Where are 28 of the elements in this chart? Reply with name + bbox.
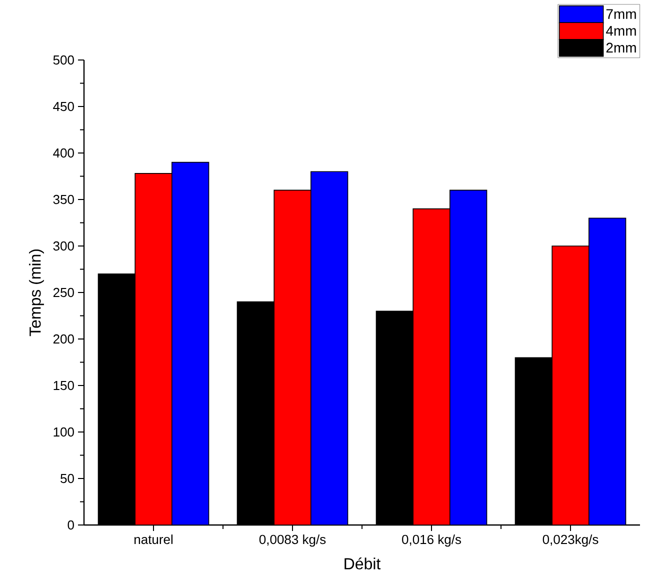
y-tick-label: 150: [54, 380, 74, 390]
y-axis-title: Temps (min): [29, 250, 44, 336]
bar: [134, 173, 172, 525]
bar: [310, 171, 348, 525]
legend-label: 7mm: [606, 9, 636, 19]
y-tick-label: 350: [53, 194, 74, 204]
y-tick-label: 250: [53, 288, 74, 298]
x-tick-label: naturel: [134, 534, 172, 544]
y-tick-label: 0: [68, 520, 74, 530]
y-tick-label: 50: [60, 474, 74, 484]
y-tick-label: 450: [53, 102, 74, 112]
y-tick-label: 100: [54, 427, 74, 437]
legend-label: 2mm: [606, 42, 636, 53]
bar: [412, 208, 450, 525]
x-tick-label: 0,023kg/s: [542, 534, 598, 547]
bar: [172, 162, 210, 525]
y-tick-label: 200: [53, 334, 74, 344]
bar: [588, 218, 626, 525]
y-tick-label: 500: [53, 55, 74, 65]
legend-label: 4mm: [606, 26, 636, 36]
bar: [274, 190, 312, 525]
x-tick-label: 0,016 kg/s: [402, 534, 462, 547]
bar: [552, 246, 590, 525]
y-tick-label: 300: [53, 241, 74, 251]
y-tick-label: 400: [53, 148, 74, 158]
x-axis-title: Débit: [344, 557, 381, 570]
bar: [450, 190, 488, 525]
x-tick-label: 0,0083 kg/s: [259, 534, 326, 547]
